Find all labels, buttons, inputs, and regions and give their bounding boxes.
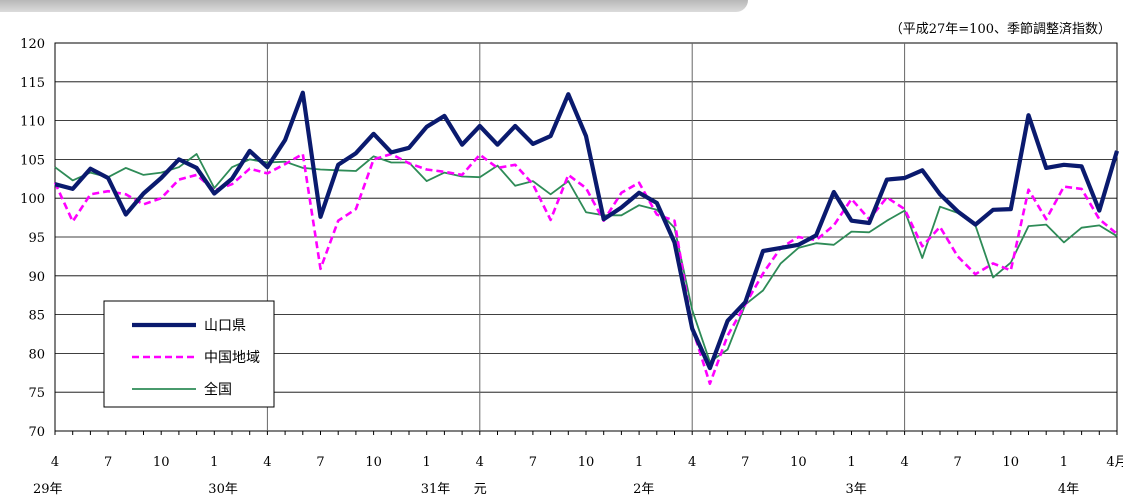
series-line-chugoku <box>53 152 1118 386</box>
x-tick-label-year: 2年 <box>633 482 654 497</box>
y-axis-ticks: 70 75 80 85 90 95 100 105 110 115 120 <box>20 37 45 440</box>
header-decoration-bar <box>0 0 748 12</box>
legend-label-zenkoku: 全国 <box>204 381 232 398</box>
x-axis-ticks: 4 29年 7 10 1 30年 4 7 10 1 31年 4 元 7 10 1 2年 4 7 10 1 3年 4 7 10 1 4… <box>33 431 1123 497</box>
x-tick-label-year: 3年 <box>846 482 867 497</box>
chart-legend: 山口県 中国地域 全国 <box>103 300 275 408</box>
y-tick-label: 70 <box>28 425 45 440</box>
series-line-yamaguchi <box>54 90 1120 371</box>
x-tick-label-month: 7 <box>316 455 324 470</box>
x-tick-label-year: 31年 <box>421 482 451 497</box>
chart-series <box>53 90 1120 386</box>
x-tick-label-month: 4 <box>688 455 696 470</box>
x-tick-label-month: 1 <box>635 455 643 470</box>
y-tick-label: 75 <box>28 386 45 401</box>
x-tick-label-year: 元 <box>474 482 487 497</box>
x-tick-label-month: 10 <box>790 455 807 470</box>
x-tick-label-month: 10 <box>1003 455 1020 470</box>
y-tick-label: 80 <box>28 347 45 362</box>
y-tick-label: 105 <box>20 153 45 168</box>
x-tick-label-month: 4 <box>900 455 908 470</box>
y-tick-label: 115 <box>20 76 45 91</box>
x-tick-label-year: 29年 <box>33 482 63 497</box>
y-tick-label: 120 <box>20 37 45 52</box>
series-line-zenkoku <box>54 153 1118 363</box>
x-tick-label-month: 4月 <box>1106 455 1123 470</box>
x-tick-label-month: 4 <box>476 455 484 470</box>
unit-note: （平成27年=100、季節調整済指数） <box>889 22 1111 37</box>
x-tick-label-month: 7 <box>529 455 537 470</box>
y-tick-label: 100 <box>20 192 45 207</box>
y-tick-label: 110 <box>20 115 45 130</box>
x-tick-label-month: 10 <box>365 455 382 470</box>
x-tick-label-month: 1 <box>210 455 218 470</box>
y-tick-label: 90 <box>28 270 45 285</box>
x-tick-label-month: 7 <box>954 455 962 470</box>
legend-label-yamaguchi: 山口県 <box>204 318 246 334</box>
x-tick-label-month: 7 <box>104 455 112 470</box>
legend-label-chugoku: 中国地域 <box>204 350 260 366</box>
x-tick-label-month: 1 <box>1060 455 1068 470</box>
y-tick-label: 95 <box>28 231 45 246</box>
x-tick-label-month: 4 <box>51 455 59 470</box>
x-tick-label-month: 10 <box>578 455 595 470</box>
x-tick-label-year: 4年 <box>1058 482 1079 497</box>
x-tick-label-month: 4 <box>263 455 271 470</box>
x-tick-label-year: 30年 <box>208 482 238 497</box>
x-tick-label-month: 10 <box>153 455 170 470</box>
x-tick-label-month: 7 <box>741 455 749 470</box>
y-tick-label: 85 <box>28 309 45 324</box>
x-tick-label-month: 1 <box>423 455 431 470</box>
x-tick-label-month: 1 <box>847 455 855 470</box>
